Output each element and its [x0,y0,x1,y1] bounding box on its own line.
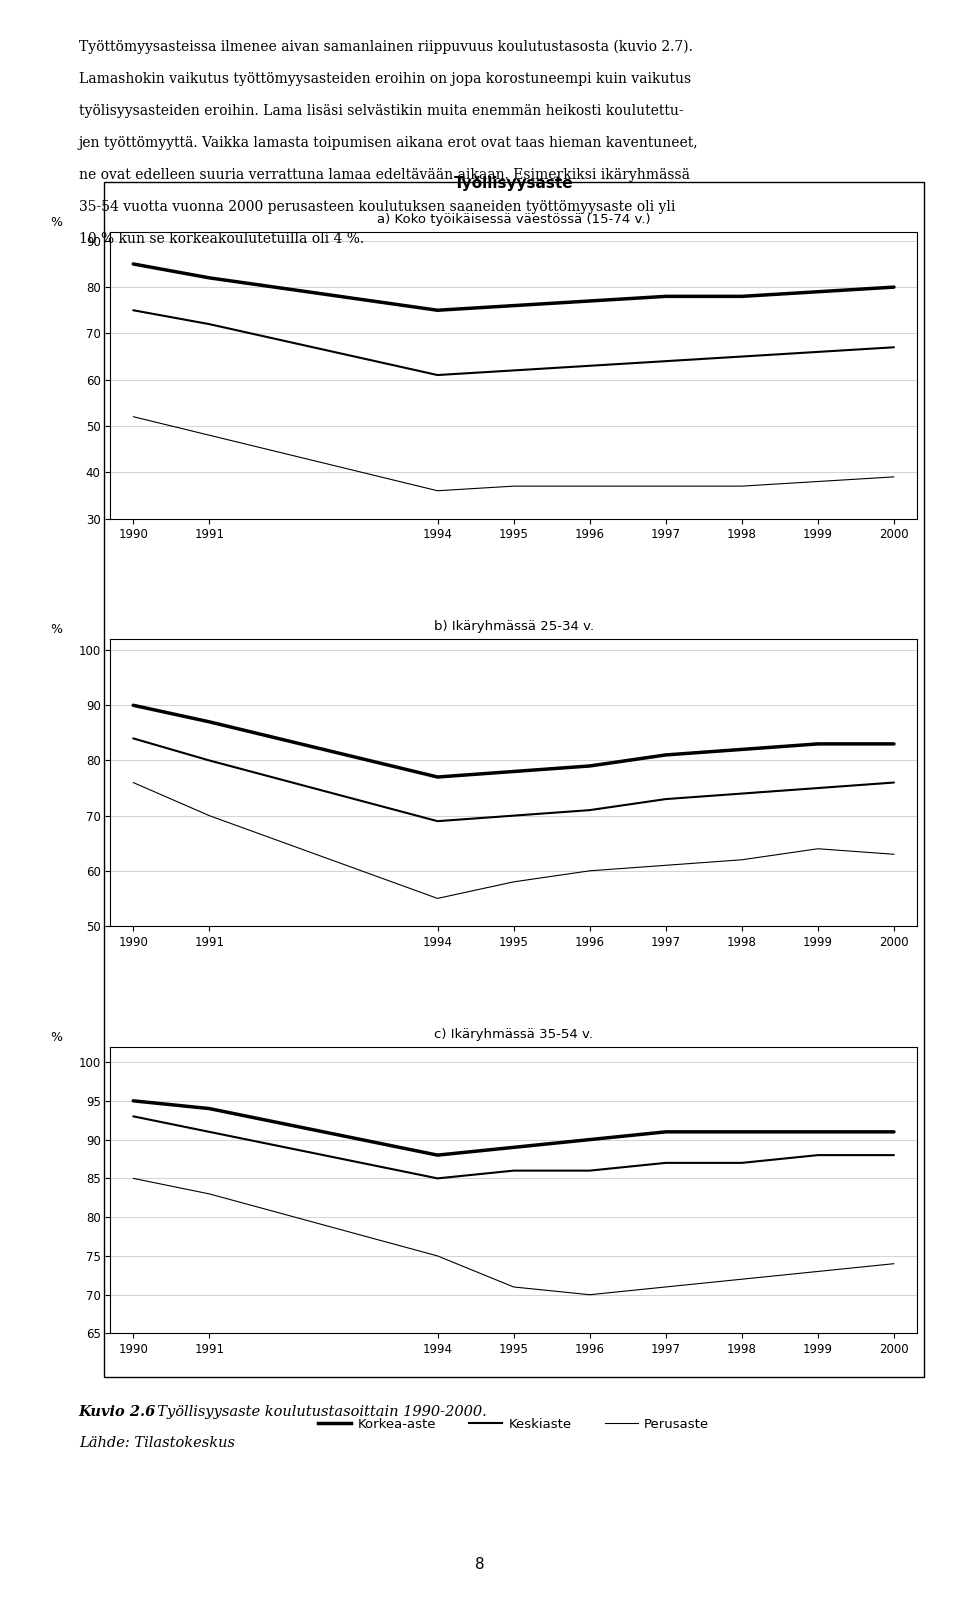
Text: Lamashokin vaikutus työttömyysasteiden eroihin on jopa korostuneempi kuin vaikut: Lamashokin vaikutus työttömyysasteiden e… [79,72,691,86]
Text: c) Ikäryhmässä 35-54 v.: c) Ikäryhmässä 35-54 v. [434,1028,593,1041]
Text: Työllisyysaste koulutustasoittain 1990-2000.: Työllisyysaste koulutustasoittain 1990-2… [148,1405,487,1420]
Text: 10 % kun se korkeakoulutetuilla oli 4 %.: 10 % kun se korkeakoulutetuilla oli 4 %. [79,232,364,246]
Text: %: % [50,216,61,228]
Text: a) Koko työikäisessä väestössä (15-74 v.): a) Koko työikäisessä väestössä (15-74 v.… [376,212,651,225]
Text: 35-54 vuotta vuonna 2000 perusasteen koulutuksen saaneiden työttömyysaste oli yl: 35-54 vuotta vuonna 2000 perusasteen kou… [79,200,675,214]
Text: Kuvio 2.6: Kuvio 2.6 [79,1405,156,1420]
Text: ne ovat edelleen suuria verrattuna lamaa edeltävään aikaan. Esimerkiksi ikäryhmä: ne ovat edelleen suuria verrattuna lamaa… [79,168,689,182]
Legend: Korkea-aste, Keskiaste, Perusaste: Korkea-aste, Keskiaste, Perusaste [313,1412,714,1436]
Text: %: % [50,1030,61,1044]
Text: Työttömyysasteissa ilmenee aivan samanlainen riippuvuus koulutustasosta (kuvio 2: Työttömyysasteissa ilmenee aivan samanla… [79,40,692,54]
Text: b) Ikäryhmässä 25-34 v.: b) Ikäryhmässä 25-34 v. [434,620,593,634]
Text: jen työttömyyttä. Vaikka lamasta toipumisen aikana erot ovat taas hieman kaventu: jen työttömyyttä. Vaikka lamasta toipumi… [79,136,698,150]
Text: 8: 8 [475,1557,485,1571]
Text: %: % [50,623,61,636]
Text: Lähde: Tilastokeskus: Lähde: Tilastokeskus [79,1436,234,1450]
Text: Työllisyysaste: Työllisyysaste [454,176,573,192]
Text: työlisyysasteiden eroihin. Lama lisäsi selvästikin muita enemmän heikosti koulut: työlisyysasteiden eroihin. Lama lisäsi s… [79,104,684,118]
